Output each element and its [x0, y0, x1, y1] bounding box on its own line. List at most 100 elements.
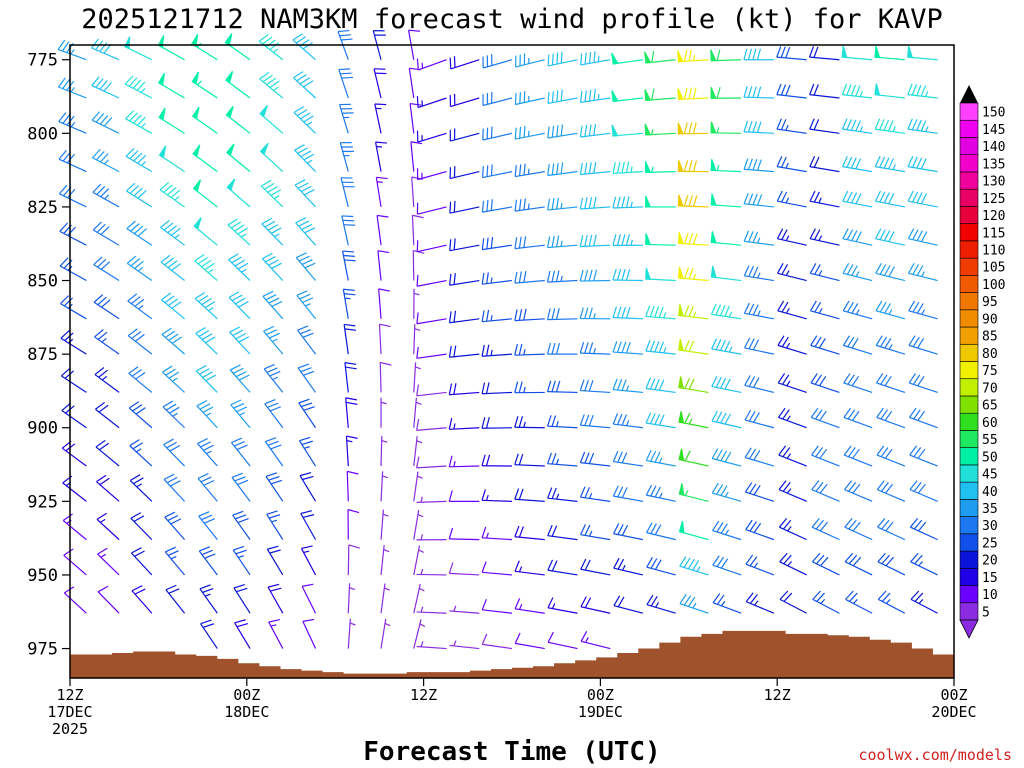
wind-barb [679, 593, 709, 614]
wind-barb [612, 413, 644, 429]
colorbar-label: 140 [982, 140, 1005, 155]
wind-barb [296, 290, 317, 320]
colorbar-label: 150 [982, 106, 1005, 121]
wind-barb [612, 485, 644, 502]
wind-barb [910, 590, 938, 614]
wind-barb [778, 445, 807, 467]
x-tick-label: 18DEC [224, 703, 269, 721]
x-tick-label: 00Z [940, 686, 967, 704]
wind-barb [449, 605, 480, 614]
wind-barb [61, 440, 87, 467]
wind-barb [514, 381, 545, 394]
wind-barb [225, 70, 251, 99]
wind-barb [264, 437, 284, 467]
wind-barb [579, 307, 611, 320]
wind-barb [58, 150, 87, 173]
wind-barb [293, 71, 316, 99]
wind-barb [579, 269, 611, 282]
wind-barb [710, 49, 742, 62]
wind-barb [546, 380, 578, 394]
wind-barb [200, 619, 218, 649]
colorbar-swatch [959, 395, 979, 414]
wind-barb [811, 445, 840, 467]
wind-barb [300, 510, 317, 540]
wind-barb [194, 254, 218, 281]
wind-barb [259, 142, 284, 173]
y-tick-label: 850 [27, 272, 58, 292]
wind-barb [910, 552, 938, 576]
wind-barb [841, 83, 873, 99]
wind-barb [97, 585, 120, 614]
wind-barb [226, 178, 251, 208]
wind-barb [809, 190, 840, 208]
wind-barb [677, 266, 709, 282]
wind-barb [613, 595, 644, 614]
wind-barb [579, 89, 611, 104]
wind-barb [93, 256, 120, 282]
wind-barb [547, 631, 578, 650]
wind-barb [413, 436, 423, 467]
wind-barb [413, 583, 425, 614]
wind-barb [298, 398, 317, 429]
wind-barb [677, 160, 709, 173]
wind-barb [645, 484, 676, 502]
wind-barb [611, 124, 644, 137]
wind-barb [907, 190, 938, 208]
wind-barb [646, 522, 676, 541]
colorbar-label: 95 [982, 295, 998, 310]
wind-barb [875, 300, 906, 320]
wind-barb [346, 470, 359, 502]
wind-barb [841, 45, 873, 61]
wind-barb [230, 399, 251, 429]
wind-barb [164, 511, 186, 541]
colorbar-label: 105 [982, 261, 1005, 276]
wind-barb [416, 202, 447, 215]
colorbar-swatch [959, 516, 979, 535]
colorbar-swatch [959, 464, 979, 483]
wind-barb [197, 473, 218, 502]
wind-barb [293, 106, 316, 134]
wind-barb [448, 383, 480, 396]
wind-barb [57, 39, 87, 61]
wind-barb [514, 343, 545, 356]
wind-barb [130, 512, 153, 541]
wind-barb [843, 373, 873, 393]
wind-barb [611, 90, 644, 103]
wind-barb [96, 474, 120, 502]
wind-barb [411, 214, 424, 246]
wind-barb [909, 445, 938, 467]
wind-barb [373, 68, 387, 99]
colorbar-swatch [959, 533, 979, 552]
wind-barb [413, 324, 421, 355]
x-tick-label: 00Z [233, 686, 260, 704]
wind-barb [546, 235, 578, 249]
wind-barb [744, 337, 775, 355]
wind-barb [644, 88, 676, 101]
wind-barb [374, 141, 387, 172]
wind-barb [612, 268, 643, 282]
wind-barb [743, 158, 774, 173]
chart-title: 2025121712 NAM3KM forecast wind profile … [81, 4, 943, 35]
wind-barb [413, 545, 425, 576]
colorbar-label: 45 [982, 468, 998, 483]
wind-barb [297, 325, 317, 355]
colorbar-swatch [959, 343, 979, 362]
wind-barb [57, 77, 87, 99]
wind-barb [124, 36, 153, 61]
wind-barb [449, 273, 480, 286]
wind-barb [579, 161, 611, 176]
colorbar-label: 125 [982, 192, 1005, 207]
wind-barb [58, 184, 87, 208]
wind-barb [267, 583, 284, 614]
wind-barb [341, 215, 356, 246]
wind-barb [343, 323, 357, 355]
wind-barb [481, 526, 513, 541]
wind-barb [158, 107, 185, 134]
wind-barb [612, 450, 644, 467]
wind-barb [546, 308, 578, 321]
colorbar-label: 145 [982, 123, 1005, 138]
wind-barb [191, 71, 218, 99]
wind-barb [678, 483, 709, 502]
wind-barb [416, 346, 447, 359]
wind-barb [907, 83, 938, 99]
